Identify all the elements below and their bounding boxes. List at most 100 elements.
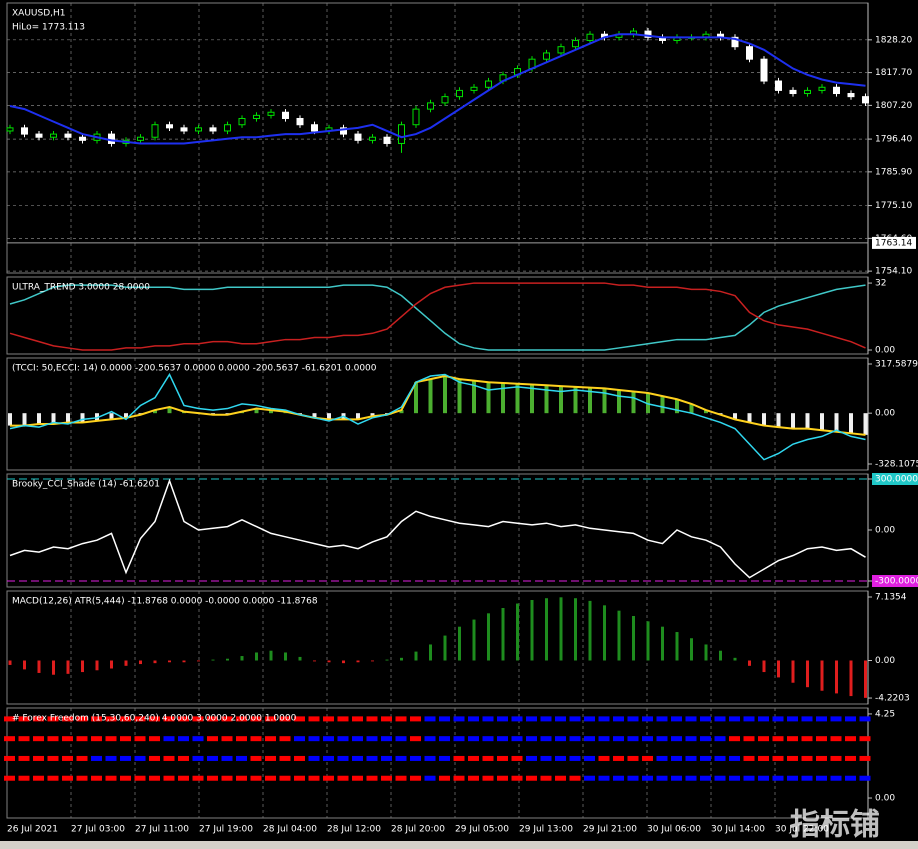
signal-dot <box>714 716 726 722</box>
candle-body <box>224 124 231 132</box>
signal-dot <box>120 736 131 742</box>
signal-dot <box>221 775 233 781</box>
candle-body <box>238 117 246 126</box>
candle-body <box>137 136 144 141</box>
panel-title: # Forex Freedom (15,30,60,240) 4.0000 3.… <box>12 714 297 724</box>
signal-dot <box>830 716 842 722</box>
signal-dot <box>656 775 668 781</box>
signal-dot <box>91 755 102 761</box>
signal-dot <box>816 775 827 781</box>
signal-dot <box>192 775 204 781</box>
x-tick-label: 30 Jul 22:00 <box>775 825 829 835</box>
candle-body <box>731 36 739 48</box>
signal-dot <box>584 736 595 742</box>
signal-dot <box>352 755 363 761</box>
signal-dot <box>337 775 349 781</box>
signal-dot <box>613 736 624 742</box>
signal-dot <box>33 736 44 742</box>
candle-body <box>470 86 478 91</box>
signal-dot <box>134 775 146 781</box>
signal-dot <box>91 736 102 742</box>
signal-dot <box>700 755 711 761</box>
signal-dot <box>743 716 755 722</box>
signal-dot <box>149 716 160 722</box>
signal-dot <box>395 755 407 761</box>
signal-dot <box>279 755 291 761</box>
signal-dot <box>265 775 276 781</box>
signal-dot <box>207 736 218 742</box>
candle-body <box>804 89 811 95</box>
signal-dot <box>4 755 15 761</box>
signal-dot <box>685 716 697 722</box>
signal-dot <box>511 775 523 781</box>
signal-dot <box>395 775 407 781</box>
signal-dot <box>453 755 465 761</box>
signal-dot <box>221 716 233 722</box>
signal-dot <box>511 716 523 722</box>
panel-title: XAUUSD,H1 <box>12 9 66 19</box>
signal-dot <box>250 716 262 722</box>
candle-body <box>775 80 782 91</box>
candle-body <box>485 80 492 88</box>
signal-dot <box>308 755 320 761</box>
candle-body <box>441 96 449 104</box>
signal-dot <box>352 736 363 742</box>
candle-body <box>862 96 869 104</box>
signal-dot <box>76 755 88 761</box>
signal-dot <box>497 736 508 742</box>
signal-dot <box>845 736 856 742</box>
x-tick-label: 29 Jul 05:00 <box>455 825 509 835</box>
candle-body <box>151 124 159 138</box>
panels: 26 Jul 2021 27 Jul 03:00 27 Jul 11:00 27 Ju… <box>4 2 918 835</box>
signal-dot <box>671 775 682 781</box>
signal-dot <box>163 736 175 742</box>
signal-dot <box>62 755 73 761</box>
signal-dot <box>598 716 610 722</box>
candle-body <box>253 114 260 119</box>
y-tick-label: 0.00 <box>875 794 895 804</box>
signal-dot <box>700 736 711 742</box>
signal-dot <box>482 736 494 742</box>
x-tick-label: 28 Jul 12:00 <box>327 825 381 835</box>
signal-dot <box>47 716 59 722</box>
signal-dot <box>236 716 247 722</box>
candle-body <box>746 46 753 60</box>
signal-dot <box>120 716 131 722</box>
panel-title: (TCCI: 50,ECCI: 14) 0.0000 -200.5637 0.0… <box>12 364 377 374</box>
signal-dot <box>671 736 682 742</box>
signal-dot <box>540 775 552 781</box>
signal-dot <box>772 716 784 722</box>
signal-dot <box>540 716 552 722</box>
signal-dot <box>221 755 233 761</box>
indicator-line <box>9 372 866 461</box>
signal-dot <box>366 755 378 761</box>
signal-dot <box>801 755 813 761</box>
candle-body <box>267 111 275 116</box>
candle-body <box>543 52 550 60</box>
signal-dot <box>714 755 726 761</box>
signal-dot <box>294 755 305 761</box>
signal-dot <box>323 775 334 781</box>
signal-dot <box>236 736 247 742</box>
signal-dot <box>642 755 653 761</box>
signal-dot <box>134 716 146 722</box>
signal-dot <box>18 736 30 742</box>
signal-dot <box>250 736 262 742</box>
signal-dot <box>279 716 291 722</box>
signal-dot <box>845 716 856 722</box>
signal-dot <box>801 736 813 742</box>
signal-dot <box>656 736 668 742</box>
signal-dot <box>178 775 189 781</box>
signal-dot <box>642 775 653 781</box>
signal-dot <box>671 755 682 761</box>
candle-body <box>833 86 840 95</box>
signal-dot <box>163 775 175 781</box>
signal-dot <box>439 775 450 781</box>
signal-dot <box>540 755 552 761</box>
candle-body <box>6 127 14 132</box>
signal-dot <box>468 716 479 722</box>
signal-dot <box>381 736 392 742</box>
moving-average <box>9 33 866 145</box>
y-tick-label: 1785.90 <box>875 167 912 177</box>
signal-dot <box>845 775 856 781</box>
